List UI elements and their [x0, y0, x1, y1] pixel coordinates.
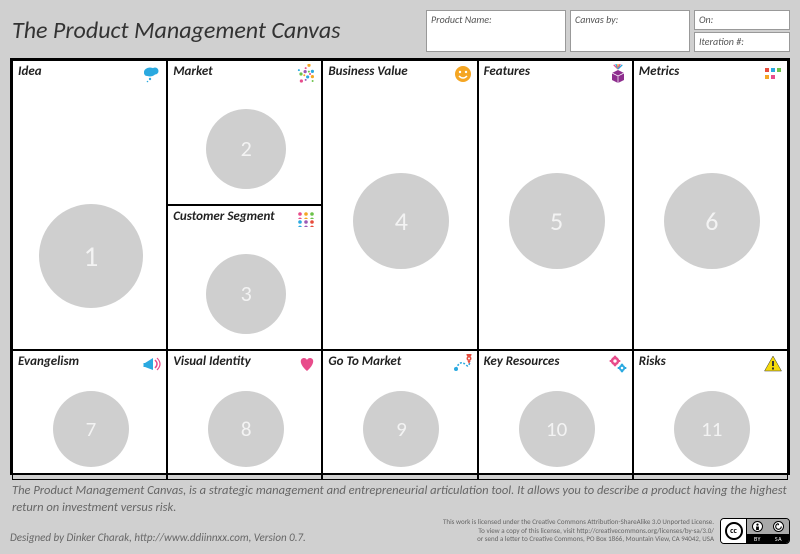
cc-logo-icon: cc — [725, 522, 743, 540]
credit-line: Designed by Dinker Charak, http://www.dd… — [10, 531, 306, 544]
cell-label-metrics: Metrics — [639, 64, 679, 79]
cell-label-visual-identity: Visual Identity — [173, 354, 251, 369]
cell-label-idea: Idea — [18, 64, 42, 79]
cell-label-evangelism: Evangelism — [18, 354, 79, 369]
cc-sa-label: SA — [775, 535, 782, 543]
cell-evangelism: Evangelism 7 — [12, 350, 167, 480]
cell-key-resources: Key Resources 10 — [478, 350, 633, 480]
license-line-3: or send a letter to Creative Commons, PO… — [443, 535, 714, 544]
cc-badge: cc BY SA — [720, 518, 790, 544]
cell-number-go-to-market: 9 — [363, 391, 439, 467]
cell-label-features: Features — [484, 64, 530, 79]
cell-number-features: 5 — [509, 173, 605, 269]
evangelism-icon — [142, 354, 162, 374]
cell-number-visual-identity: 8 — [208, 391, 284, 467]
cell-risks: Risks 11 — [633, 350, 788, 480]
footer: Designed by Dinker Charak, http://www.dd… — [10, 518, 790, 544]
meta-canvas-by-label: Canvas by: — [575, 13, 618, 26]
canvas-grid: Idea 1 Market 2 Customer Segment 3 Business Va… — [10, 58, 790, 476]
cell-label-business-value: Business Value — [328, 64, 407, 79]
cell-number-metrics: 6 — [664, 173, 760, 269]
meta-on[interactable]: On: — [694, 10, 790, 30]
cell-customer-segment: Customer Segment 3 — [167, 205, 322, 350]
tagline: The Product Management Canvas, is a stra… — [10, 475, 790, 518]
meta-iteration-label: Iteration #: — [699, 35, 744, 48]
cell-label-risks: Risks — [639, 354, 666, 369]
meta-product-name[interactable]: Product Name: — [426, 10, 566, 52]
license-text: This work is licensed under the Creative… — [443, 518, 714, 544]
meta-on-label: On: — [699, 13, 713, 26]
cc-sa-icon — [773, 521, 784, 532]
cc-by-label: BY — [754, 535, 761, 543]
cell-label-market: Market — [173, 64, 212, 79]
go-to-market-icon — [453, 354, 473, 374]
market-icon — [297, 64, 317, 84]
visual-identity-icon — [297, 354, 317, 374]
meta-fields: Product Name: Canvas by: On: Iteration #… — [426, 10, 790, 52]
cell-label-key-resources: Key Resources — [484, 354, 560, 369]
cc-by-icon — [752, 521, 763, 532]
cell-number-market: 2 — [206, 109, 286, 189]
cell-market: Market 2 — [167, 60, 322, 205]
customer-segment-icon — [297, 209, 317, 229]
cell-number-evangelism: 7 — [53, 391, 129, 467]
business-value-icon — [453, 64, 473, 84]
cell-features: Features 5 — [478, 60, 633, 350]
risks-icon — [763, 354, 783, 374]
cell-number-risks: 11 — [674, 391, 750, 467]
license-block: This work is licensed under the Creative… — [443, 518, 790, 544]
page-title: The Product Management Canvas — [10, 10, 420, 52]
meta-iteration[interactable]: Iteration #: — [694, 32, 790, 52]
cell-visual-identity: Visual Identity 8 — [167, 350, 322, 480]
cell-idea: Idea 1 — [12, 60, 167, 350]
cell-label-go-to-market: Go To Market — [328, 354, 401, 369]
features-icon — [608, 64, 628, 84]
cell-metrics: Metrics 6 — [633, 60, 788, 350]
cell-number-key-resources: 10 — [519, 391, 595, 467]
header-row: The Product Management Canvas Product Na… — [10, 10, 790, 52]
cell-go-to-market: Go To Market 9 — [322, 350, 477, 480]
cell-number-business-value: 4 — [353, 173, 449, 269]
metrics-icon — [763, 64, 783, 84]
meta-canvas-by[interactable]: Canvas by: — [570, 10, 690, 52]
cell-label-customer-segment: Customer Segment — [173, 209, 275, 224]
cell-number-idea: 1 — [39, 204, 143, 308]
key-resources-icon — [608, 354, 628, 374]
cell-number-customer-segment: 3 — [206, 254, 286, 334]
idea-icon — [142, 64, 162, 84]
cell-business-value: Business Value 4 — [322, 60, 477, 350]
meta-product-name-label: Product Name: — [431, 13, 492, 26]
